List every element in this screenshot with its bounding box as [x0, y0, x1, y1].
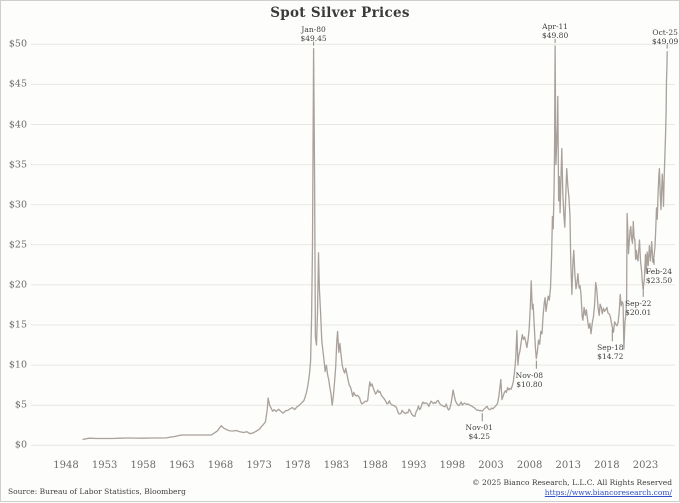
- y-axis-label: $5: [14, 399, 27, 411]
- annotation-sep-18: Sep-18 $14.72: [597, 343, 623, 361]
- y-axis-label: $30: [8, 199, 27, 211]
- x-axis-label: 1978: [285, 460, 311, 471]
- y-axis-label: $25: [8, 239, 27, 251]
- annotation-date: Jan-80: [301, 24, 326, 34]
- annotation-apr-11: Apr-11 $49.80: [542, 22, 568, 40]
- x-axis-label: 1998: [439, 460, 466, 471]
- x-axis-label: 2013: [555, 460, 581, 471]
- source-note: Source: Bureau of Labor Statistics, Bloo…: [8, 487, 186, 496]
- x-axis-label: 1968: [207, 460, 234, 471]
- annotation-price: $23.50: [645, 275, 673, 285]
- x-axis-label: 2008: [516, 460, 543, 471]
- y-axis-label: $15: [8, 319, 27, 331]
- x-axis-label: 1983: [323, 460, 350, 471]
- annotation-date: Feb-24: [645, 266, 673, 276]
- annotation-price: $49.45: [300, 33, 327, 43]
- x-axis-label: 2023: [632, 460, 659, 471]
- annotation-sep-22: Sep-22 $20.01: [625, 299, 651, 317]
- annotation-price: $49.80: [541, 30, 569, 40]
- annotation-date: Sep-22: [624, 298, 652, 308]
- annotation-nov-08: Nov-08 $10.80: [516, 371, 543, 389]
- annotation-date: Sep-18: [597, 343, 624, 353]
- chart-title: Spot Silver Prices: [270, 5, 410, 21]
- y-axis-label: $45: [8, 78, 27, 90]
- y-axis-label: $50: [8, 38, 27, 50]
- annotation-nov-01: Nov-01 $4.25: [466, 423, 493, 441]
- annotation-date: Apr-11: [542, 21, 569, 31]
- x-axis-label: 1958: [130, 460, 156, 471]
- y-axis-label: $10: [8, 359, 27, 371]
- annotation-date: Oct-25: [652, 27, 678, 37]
- y-axis-label: $0: [14, 439, 27, 451]
- y-axis-label: $20: [8, 279, 27, 291]
- annotation-price: $4.25: [468, 432, 490, 442]
- x-axis-label: 2003: [478, 460, 504, 471]
- x-axis-label: 1948: [53, 460, 79, 471]
- x-axis-label: 1963: [169, 460, 195, 471]
- x-axis-label: 1953: [91, 460, 118, 471]
- annotation-date: Nov-01: [465, 423, 493, 433]
- annotation-jan-80: Jan-80 $49.45: [300, 25, 326, 43]
- copyright-note: © 2025 Bianco Research, L.L.C. All Right…: [472, 478, 672, 487]
- annotation-price: $20.01: [625, 307, 652, 317]
- annotation-feb-24: Feb-24 $23.50: [646, 267, 672, 285]
- annotation-price: $10.80: [516, 379, 543, 389]
- x-axis-label: 1993: [400, 460, 427, 471]
- x-axis-label: 1988: [362, 460, 388, 471]
- annotation-price: $49.09: [652, 36, 679, 46]
- x-axis-label: 2018: [594, 460, 620, 471]
- y-axis-label: $35: [8, 159, 27, 171]
- annotation-oct-25: Oct-25 $49.09: [652, 28, 678, 46]
- x-axis-label: 1973: [246, 460, 272, 471]
- copyright-block: © 2025 Bianco Research, L.L.C. All Right…: [472, 478, 672, 497]
- bianco-research-link[interactable]: https://www.biancoresearch.com/: [544, 487, 672, 497]
- y-axis-label: $40: [8, 119, 27, 130]
- annotation-date: Nov-08: [515, 370, 544, 380]
- price-line: [82, 45, 668, 441]
- annotation-price: $14.72: [597, 352, 624, 362]
